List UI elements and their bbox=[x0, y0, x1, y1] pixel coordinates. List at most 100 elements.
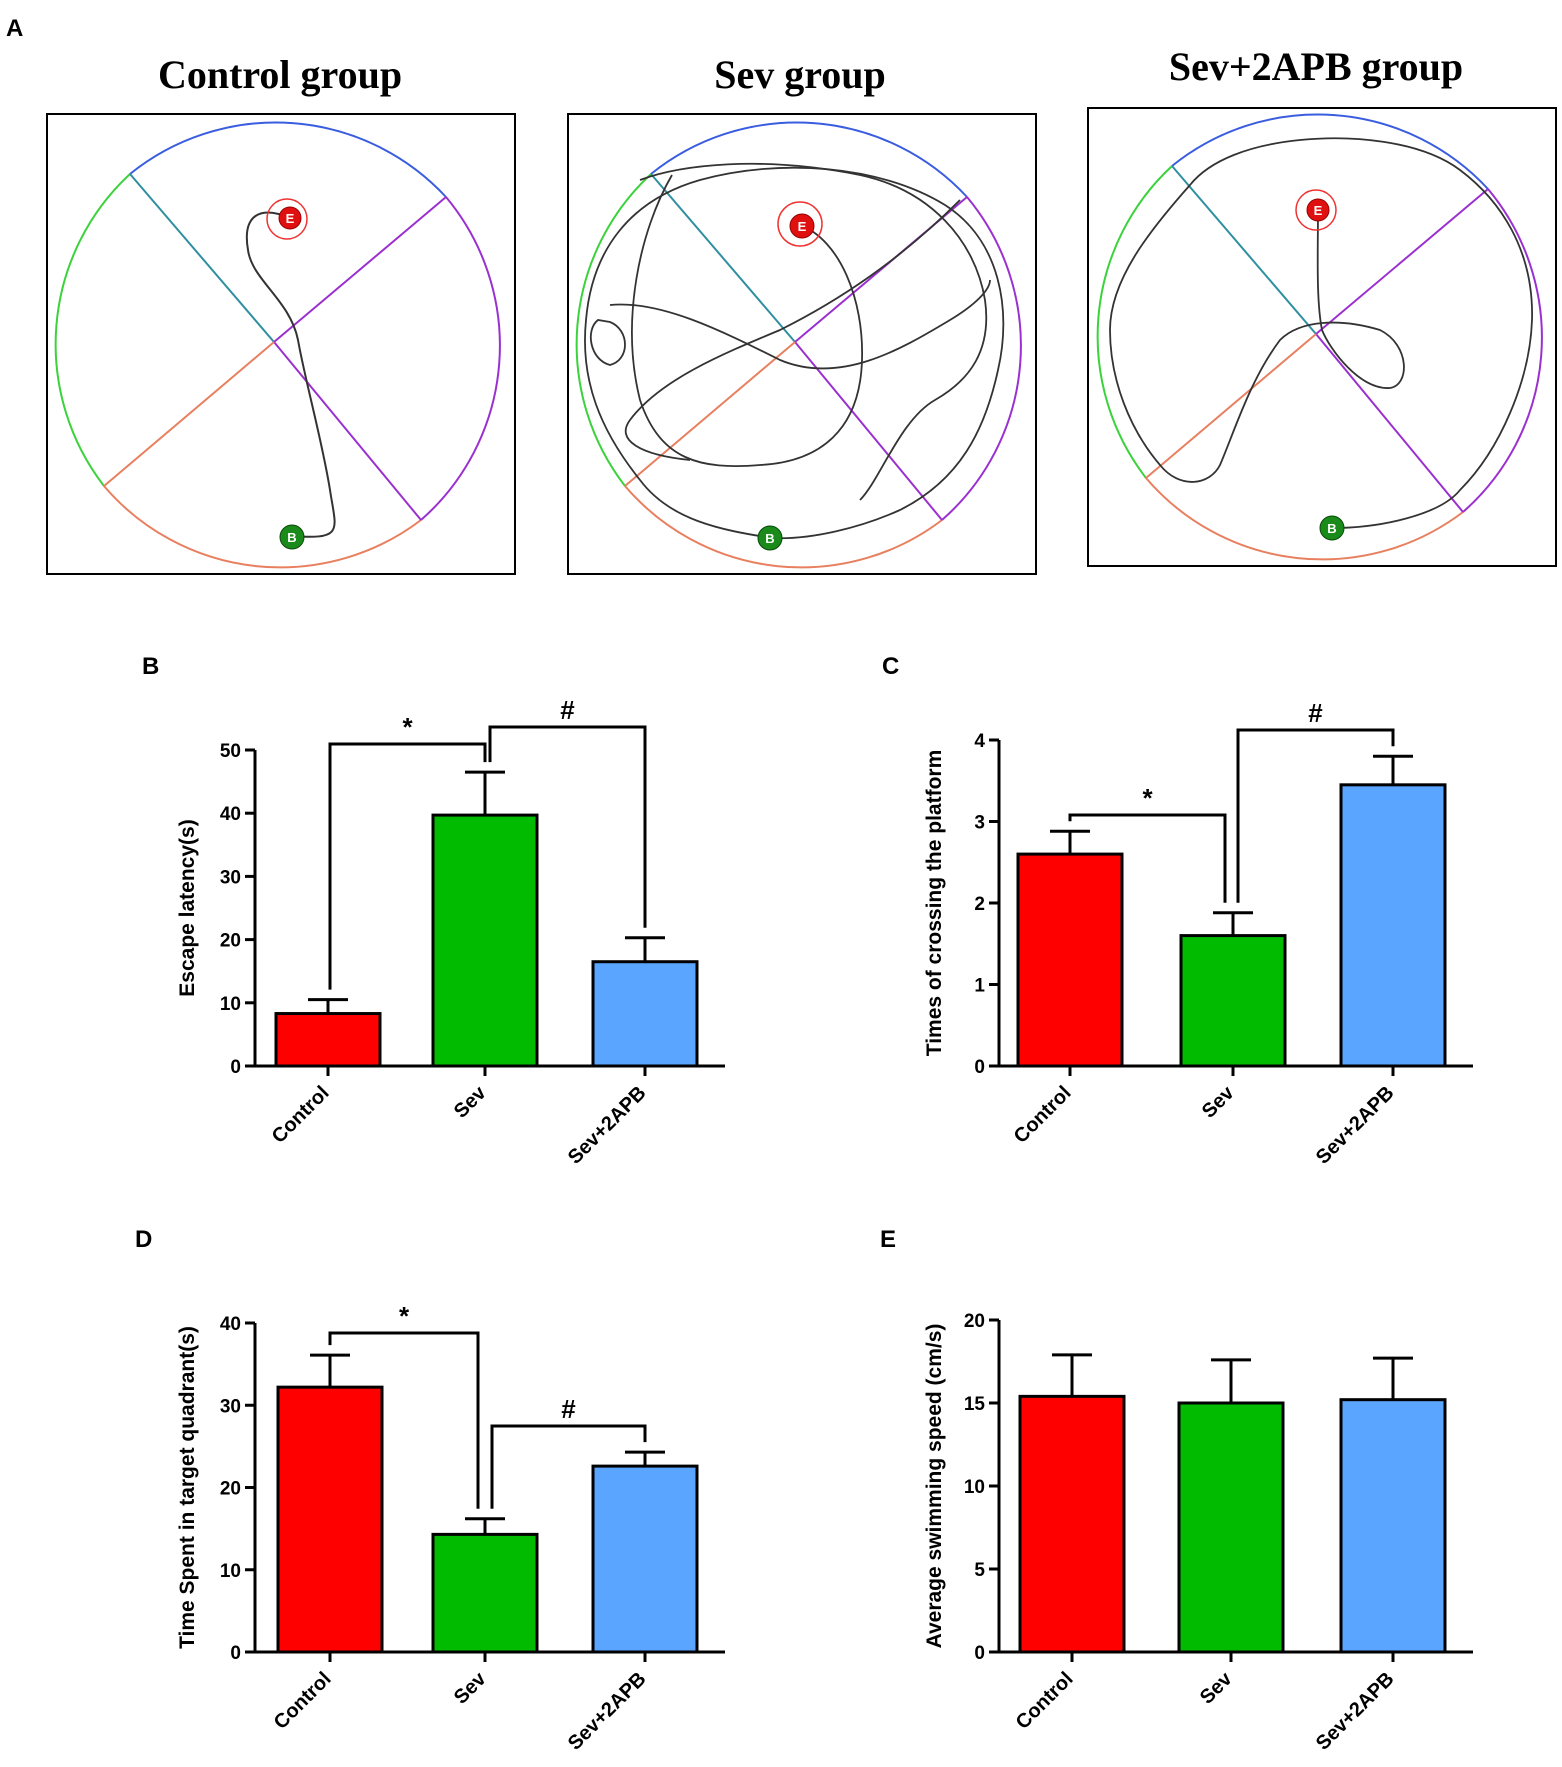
track-panel-control: Control group E B bbox=[46, 52, 516, 575]
start-marker bbox=[279, 524, 305, 550]
y-tick-label: 20 bbox=[220, 931, 241, 952]
y-tick-label: 1 bbox=[974, 976, 985, 997]
x-tick-label: Sev bbox=[450, 1081, 491, 1122]
y-axis-label: Times of crossing the platform bbox=[923, 750, 946, 1057]
end-marker-label: E bbox=[286, 211, 295, 226]
pool-arc-east bbox=[941, 196, 1022, 521]
bar-sev2apb bbox=[1339, 1398, 1447, 1654]
quadrant-divider-ne bbox=[273, 196, 447, 343]
bar-sev2apb bbox=[591, 960, 699, 1068]
bar-sev2apb bbox=[591, 1464, 699, 1654]
x-tick-label: Sev+2APB bbox=[564, 1668, 651, 1755]
start-marker bbox=[757, 525, 783, 551]
y-tick-label: 40 bbox=[220, 1314, 241, 1335]
quadrant-divider-nw bbox=[129, 173, 275, 343]
swim-path-loop-3 bbox=[589, 319, 626, 366]
end-marker-label: E bbox=[798, 219, 807, 234]
start-marker-label: B bbox=[287, 530, 296, 545]
y-tick-label: 40 bbox=[220, 804, 241, 825]
y-tick-label: 15 bbox=[964, 1394, 986, 1415]
x-tick-label: Sev+2APB bbox=[1312, 1668, 1399, 1755]
track-frame-sev2apb bbox=[1087, 107, 1557, 567]
y-axis-label: Time Spent in target quadrant(s) bbox=[176, 1326, 199, 1649]
y-tick-label: 2 bbox=[974, 894, 985, 915]
start-marker bbox=[1319, 515, 1345, 541]
y-axis-label: Average swimming speed (cm/s) bbox=[923, 1324, 946, 1649]
significance-marker: * bbox=[402, 712, 413, 742]
significance-marker: * bbox=[1142, 783, 1153, 813]
track-title-control: Control group bbox=[158, 52, 402, 97]
track-frame-control bbox=[46, 113, 516, 575]
bar-sev bbox=[431, 1532, 539, 1654]
y-tick-label: 0 bbox=[230, 1643, 241, 1664]
swim-path-loop-5 bbox=[624, 199, 961, 461]
y-tick-label: 4 bbox=[974, 731, 985, 752]
bar-chart-platform-crossings: C 0 1 2 3 4 Times of crossing the platform Cont… bbox=[882, 653, 1473, 1169]
pool-control: E B bbox=[54, 121, 501, 569]
start-marker-label: B bbox=[1327, 521, 1336, 536]
y-tick-label: 10 bbox=[220, 994, 241, 1015]
quadrant-divider-nw bbox=[1171, 165, 1317, 335]
track-panel-sev: Sev group E B bbox=[567, 52, 1037, 575]
y-tick-label: 0 bbox=[974, 1057, 985, 1078]
pool-arc-west bbox=[54, 173, 131, 487]
y-axis-label: Escape latency(s) bbox=[176, 819, 199, 996]
significance-bracket bbox=[1068, 813, 1227, 903]
pool-arc-south bbox=[624, 485, 943, 569]
bar-control bbox=[1016, 852, 1124, 1068]
pool-arc-west bbox=[1096, 165, 1173, 479]
track-frame-sev bbox=[567, 113, 1037, 575]
swim-path-loop-2 bbox=[609, 279, 991, 370]
end-marker-label: E bbox=[1314, 203, 1323, 218]
bar-control bbox=[274, 1012, 382, 1068]
significance-marker: # bbox=[560, 695, 575, 725]
end-marker bbox=[789, 213, 815, 239]
pool-arc-east bbox=[420, 196, 501, 521]
significance-bracket bbox=[488, 725, 647, 928]
quadrant-divider-se bbox=[273, 341, 422, 521]
panel-label: D bbox=[135, 1226, 152, 1253]
pool-sev: E B bbox=[575, 121, 1022, 569]
significance-bracket bbox=[328, 1331, 480, 1509]
swim-path-loop-4 bbox=[631, 174, 863, 468]
pool-arc-south bbox=[1145, 477, 1464, 561]
pool-sev2apb: E B bbox=[1096, 113, 1543, 561]
bar-control bbox=[276, 1385, 384, 1654]
significance-marker: * bbox=[399, 1301, 410, 1331]
swim-path bbox=[245, 211, 336, 538]
bar-chart-escape-latency: B 0 10 20 30 40 50 Escape latency(s) Control Sev S… bbox=[142, 653, 725, 1169]
x-tick-label: Control bbox=[268, 1082, 334, 1148]
y-tick-label: 10 bbox=[964, 1477, 985, 1498]
quadrant-divider-nw bbox=[650, 173, 796, 343]
significance-bracket bbox=[490, 1424, 647, 1509]
bar-sev bbox=[1179, 934, 1287, 1068]
y-tick-label: 50 bbox=[220, 741, 241, 762]
significance-marker: # bbox=[561, 1394, 576, 1424]
x-tick-label: Sev+2APB bbox=[564, 1082, 651, 1169]
bar-chart-swimming-speed: E 0 5 10 15 20 Average swimming speed (cm/s) Co… bbox=[880, 1226, 1473, 1755]
significance-marker: # bbox=[1308, 698, 1323, 728]
y-tick-label: 5 bbox=[974, 1560, 985, 1581]
x-tick-label: Control bbox=[1010, 1082, 1076, 1148]
bar-sev2apb bbox=[1339, 783, 1447, 1068]
pool-arc-east bbox=[1462, 188, 1543, 513]
bar-sev bbox=[1177, 1401, 1285, 1654]
pool-arc-north bbox=[650, 121, 968, 198]
swim-path bbox=[1109, 137, 1533, 529]
y-tick-label: 3 bbox=[974, 813, 985, 834]
panel-label: C bbox=[882, 653, 899, 680]
x-tick-label: Control bbox=[270, 1668, 336, 1734]
y-tick-label: 30 bbox=[220, 1396, 241, 1417]
x-tick-label: Sev bbox=[1198, 1081, 1239, 1122]
track-panel-sev2apb: Sev+2APB group E B bbox=[1087, 44, 1557, 567]
x-tick-label: Sev bbox=[1196, 1667, 1237, 1708]
platform-ring bbox=[1295, 189, 1337, 231]
panel-label: B bbox=[142, 653, 159, 680]
significance-bracket bbox=[1236, 728, 1395, 903]
track-title-sev: Sev group bbox=[714, 52, 886, 97]
pool-arc-north bbox=[1171, 113, 1489, 190]
bar-chart-target-quadrant-time: D 0 10 20 30 40 Time Spent in target quadrant(… bbox=[135, 1226, 725, 1755]
y-tick-label: 30 bbox=[220, 867, 241, 888]
